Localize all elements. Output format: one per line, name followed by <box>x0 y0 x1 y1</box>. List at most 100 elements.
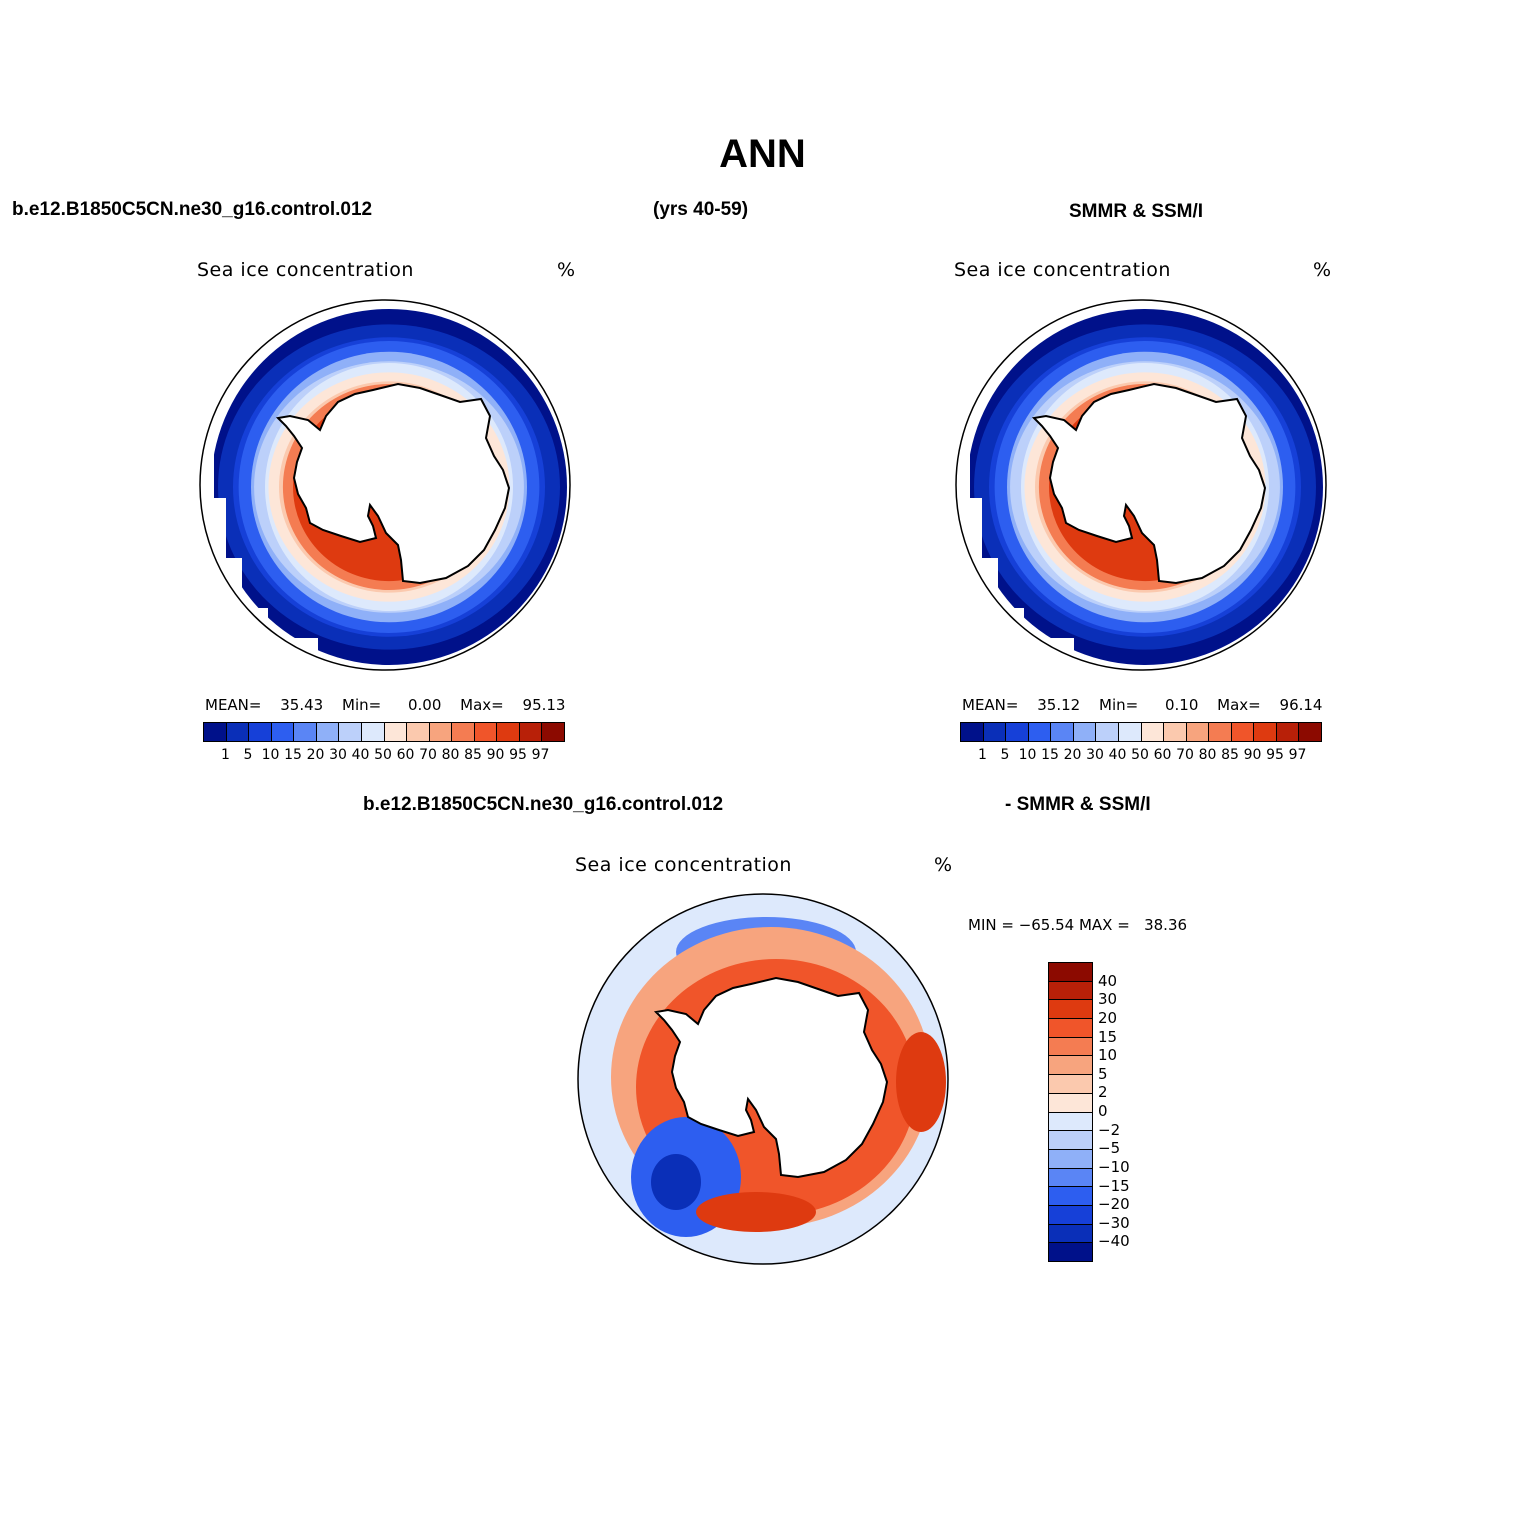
colorbar-tick-label: 50 <box>1131 747 1149 763</box>
colorbar-swatch <box>1049 1037 1092 1057</box>
colorbar-swatch <box>519 723 543 741</box>
max-value: 96.14 <box>1279 696 1323 714</box>
panel-diff-subtitle: Sea ice concentration <box>575 854 792 876</box>
map-model-antarctic <box>199 299 571 671</box>
colorbar-swatch <box>1049 981 1092 1001</box>
colorbar-tick-label: 60 <box>396 747 415 763</box>
map-obs-antarctic <box>955 299 1327 671</box>
max-label: Max= <box>460 696 504 714</box>
colorbar-swatch <box>1164 723 1187 741</box>
colorbar-tick-label: −10 <box>1098 1157 1130 1176</box>
colorbar-swatch <box>407 723 430 741</box>
panel-obs-units: % <box>1313 259 1332 281</box>
colorbar-swatch <box>204 723 227 741</box>
colorbar-swatch <box>1049 1168 1092 1188</box>
min-value: 0.10 <box>1164 696 1199 714</box>
colorbar-swatch <box>339 723 362 741</box>
panel-model-stats: MEAN= 35.43 Min= 0.00 Max= 95.13 <box>205 696 565 714</box>
colorbar-tick-label: 5 <box>243 747 253 763</box>
colorbar-tick-label: 5 <box>1000 747 1010 763</box>
colorbar-swatch <box>1049 1243 1092 1261</box>
colorbar-swatch <box>1049 963 1092 982</box>
colorbar-swatch <box>1254 723 1277 741</box>
colorbar-tick-label: 50 <box>374 747 392 763</box>
max-value: 95.13 <box>522 696 566 714</box>
colorbar-swatch <box>316 723 340 741</box>
colorbar-tick-label: 20 <box>1063 747 1082 763</box>
mean-label: MEAN= <box>205 696 262 714</box>
colorbar-tick-label: 97 <box>1288 747 1307 763</box>
colorbar-swatch <box>542 723 564 741</box>
map-field <box>956 300 1326 670</box>
colorbar-swatch <box>1028 723 1052 741</box>
colorbar-tick-label: −40 <box>1098 1232 1130 1251</box>
colorbar-tick-label: 40 <box>351 747 370 763</box>
colorbar-swatch <box>1049 1224 1092 1244</box>
min-value: 0.00 <box>407 696 442 714</box>
colorbar-swatch <box>1118 723 1142 741</box>
colorbar-tick-label: 95 <box>1266 747 1284 763</box>
colorbar-swatch <box>271 723 295 741</box>
map-border <box>199 299 571 671</box>
colorbar-swatch <box>1141 723 1165 741</box>
panel-obs-subtitle: Sea ice concentration <box>954 259 1171 281</box>
colorbar-swatch <box>983 723 1007 741</box>
colorbar-tick-label: 1 <box>978 747 987 763</box>
colorbar-tick-label: 80 <box>441 747 460 763</box>
colorbar-tick-label: 80 <box>1198 747 1217 763</box>
obs-name: SMMR & SSM/I <box>1069 201 1204 222</box>
colorbar-tick-label: 1 <box>221 747 230 763</box>
colorbar-tick-label: 20 <box>1098 1008 1118 1027</box>
colorbar-swatch <box>1049 1093 1092 1113</box>
colorbar-tick-label: 15 <box>284 747 302 763</box>
mean-value: 35.43 <box>280 696 324 714</box>
colorbar-tick-label: 30 <box>1086 747 1104 763</box>
colorbar-swatch <box>1186 723 1210 741</box>
colorbar-swatch <box>452 723 475 741</box>
colorbar-tick-label: 2 <box>1098 1083 1108 1102</box>
panel-obs-stats: MEAN= 35.12 Min= 0.10 Max= 96.14 <box>962 696 1322 714</box>
contour-band <box>651 1154 701 1210</box>
colorbar-swatch <box>1231 723 1255 741</box>
colorbar-tick-label: 90 <box>1243 747 1262 763</box>
colorbar-tick-label: 15 <box>1041 747 1059 763</box>
panel-diff-units: % <box>934 854 953 876</box>
colorbar-swatch <box>1006 723 1029 741</box>
page-title: ANN <box>719 132 806 176</box>
colorbar-tick-label: 10 <box>1098 1046 1118 1065</box>
map-border <box>955 299 1327 671</box>
contour-band <box>896 1032 946 1132</box>
colorbar-diff <box>1048 962 1093 1262</box>
colorbar-swatch <box>1049 1187 1092 1206</box>
colorbar-swatch <box>429 723 453 741</box>
colorbar-swatch <box>226 723 250 741</box>
colorbar-tick-label: −30 <box>1098 1213 1130 1232</box>
colorbar-tick-label: 10 <box>261 747 280 763</box>
antarctica-coastline <box>275 382 511 585</box>
colorbar-tick-label: 70 <box>419 747 437 763</box>
colorbar-tick-label: 30 <box>1098 990 1118 1009</box>
colorbar-swatch <box>1049 1149 1092 1169</box>
colorbar-tick-label: −2 <box>1098 1120 1121 1139</box>
map-field <box>200 300 570 670</box>
colorbar-tick-label: 70 <box>1176 747 1194 763</box>
map-field <box>578 894 948 1264</box>
mean-label: MEAN= <box>962 696 1019 714</box>
colorbar-swatch <box>1049 1075 1092 1094</box>
colorbar-tick-label: −15 <box>1098 1176 1130 1195</box>
max-label: Max= <box>1217 696 1261 714</box>
colorbar-swatch <box>1049 1056 1092 1076</box>
panel-model-subtitle: Sea ice concentration <box>197 259 414 281</box>
colorbar-swatch <box>1049 1019 1092 1038</box>
colorbar-swatch <box>961 723 984 741</box>
colorbar-swatch <box>1049 1112 1092 1132</box>
colorbar-tick-label: 5 <box>1098 1064 1108 1083</box>
colorbar-tick-label: −5 <box>1098 1139 1121 1158</box>
colorbar-swatch <box>1096 723 1119 741</box>
colorbar-tick-label: 95 <box>509 747 527 763</box>
colorbar-obs <box>960 722 1322 742</box>
mean-value: 35.12 <box>1037 696 1081 714</box>
map-difference-antarctic <box>577 893 949 1265</box>
colorbar-tick-label: 20 <box>306 747 325 763</box>
colorbar-tick-label: 0 <box>1098 1102 1108 1120</box>
